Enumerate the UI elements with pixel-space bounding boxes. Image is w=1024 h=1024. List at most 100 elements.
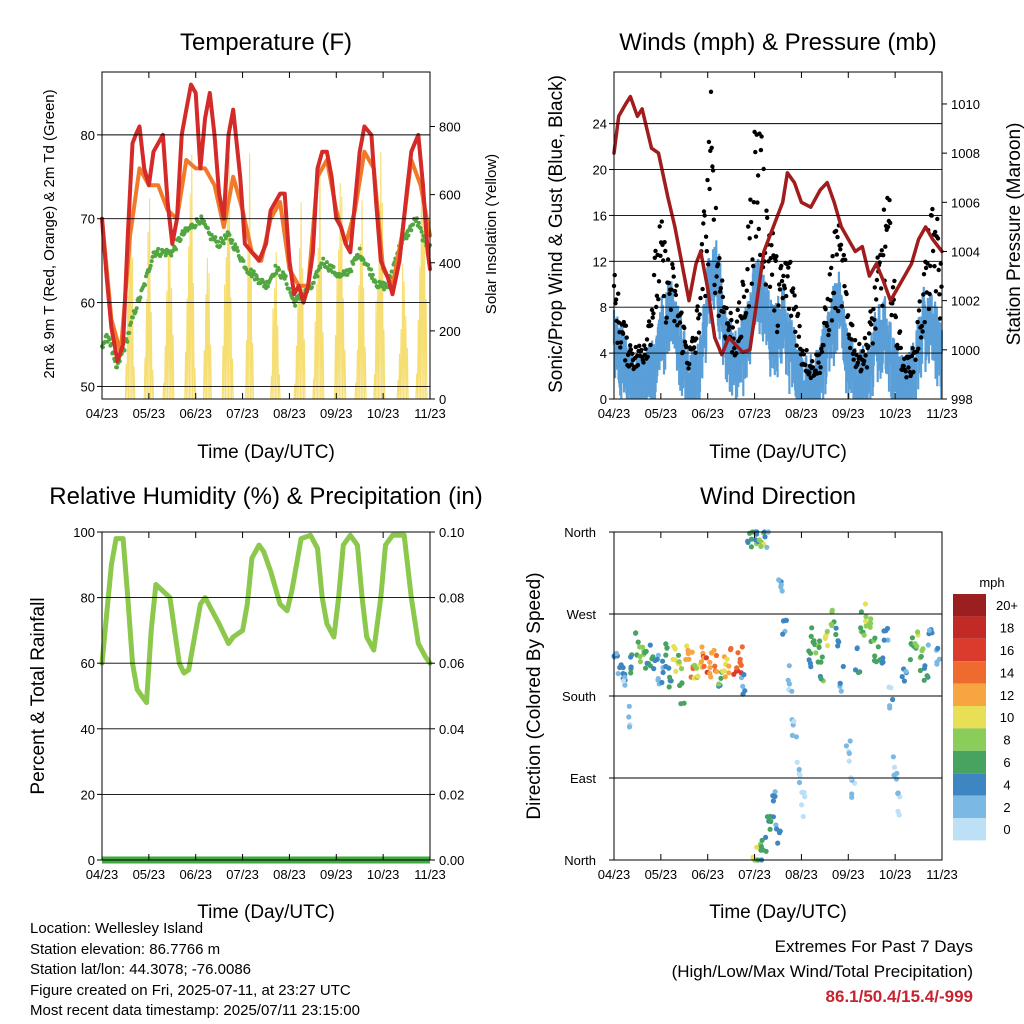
direction-point <box>651 666 657 672</box>
direction-point <box>846 758 852 764</box>
humidity-y-tick-label: 20 <box>81 787 95 802</box>
wind-gust-point <box>649 307 655 313</box>
direction-point <box>748 544 755 550</box>
wind-gust-point <box>717 256 722 261</box>
direction-point <box>740 691 746 697</box>
dewpoint-point <box>419 229 424 234</box>
humidity-x-tick-label: 04/23 <box>86 867 119 882</box>
colorbar-swatch <box>953 750 986 774</box>
wind-gust-point <box>930 206 935 212</box>
direction-point <box>799 802 805 808</box>
winds-y-tick-label: 16 <box>593 208 607 223</box>
dewpoint-point <box>199 214 204 219</box>
pressure-line <box>612 94 944 357</box>
colorbar-swatch <box>953 818 986 841</box>
wind-gust-point <box>850 323 855 328</box>
humidity-x-tick-label: 11/23 <box>414 867 446 882</box>
direction-point <box>817 638 823 644</box>
colorbar-swatch <box>953 638 986 662</box>
direction-point <box>759 837 765 843</box>
direction-point <box>885 637 891 643</box>
direction-point <box>825 643 831 649</box>
wind-gust-point <box>700 286 705 292</box>
wind-gust-point <box>761 166 766 172</box>
wind-gust-point <box>666 280 671 286</box>
wind-gust-point <box>786 306 792 312</box>
winds-x-tick-label: 10/23 <box>879 406 912 421</box>
dewpoint-point <box>294 298 298 303</box>
wind-gust-point <box>871 307 876 312</box>
direction-point <box>835 643 841 649</box>
direction-point <box>774 826 780 832</box>
colorbar-swatch <box>953 706 986 729</box>
colorbar-swatch <box>953 594 986 617</box>
direction-point <box>712 663 718 669</box>
direction-point <box>829 607 835 613</box>
wind-gust-point <box>715 262 721 267</box>
humidity-y-label: Percent & Total Rainfall <box>28 597 49 794</box>
winds-title: Winds (mph) & Pressure (mb) <box>619 29 936 56</box>
direction-point <box>890 754 897 760</box>
direction-point <box>767 826 773 832</box>
wind-gust-point <box>708 89 714 95</box>
direction-y-tick-label: North <box>564 525 596 540</box>
wind-gust-point <box>749 281 754 286</box>
dewpoint-point <box>273 263 278 268</box>
direction-point <box>764 814 771 820</box>
temperature-y2-tick-label: 0 <box>439 392 446 407</box>
direction-point <box>868 616 874 622</box>
wind-gust-point <box>781 273 786 279</box>
direction-x-tick-label: 10/23 <box>879 867 912 882</box>
wind-gust-point <box>892 278 897 284</box>
wind-gust-point <box>751 200 757 205</box>
wind-gust-point <box>645 354 650 359</box>
wind-gust-point <box>674 283 679 288</box>
dewpoint-point <box>182 231 187 236</box>
direction-point <box>893 776 900 782</box>
direction-point <box>861 632 867 638</box>
wind-gust-point <box>709 145 714 150</box>
dewpoint-point <box>351 261 356 266</box>
wind-gust-point <box>747 236 752 241</box>
wind-gust-point <box>932 264 937 269</box>
direction-point <box>917 667 924 674</box>
direction-point <box>867 624 873 630</box>
direction-point <box>881 637 887 643</box>
wind-gust-point <box>774 329 780 335</box>
direction-point <box>796 766 802 773</box>
wind-gust-point <box>759 134 764 139</box>
direction-point <box>724 656 730 662</box>
wind-gust-point <box>672 288 678 294</box>
dewpoint-point <box>251 269 256 274</box>
dewpoint-point <box>368 272 372 277</box>
wind-gust-point <box>776 303 781 308</box>
direction-y-tick-label: South <box>562 689 596 704</box>
wind-gust-point <box>816 360 821 365</box>
direction-point <box>813 650 819 656</box>
wind-gust-point <box>623 358 628 363</box>
direction-point <box>818 676 824 682</box>
dewpoint-point <box>125 339 130 344</box>
wind-gust-point <box>623 323 629 328</box>
dewpoint-point <box>209 232 214 237</box>
wind-gust-point <box>671 274 676 279</box>
wind-gust-point <box>753 234 759 239</box>
direction-point <box>683 656 689 663</box>
wind-gust-point <box>866 331 872 336</box>
wind-gust-point <box>739 334 744 339</box>
direction-point <box>924 673 930 679</box>
direction-x-tick-label: 04/23 <box>598 867 631 882</box>
station-info: Location: Wellesley Island Station eleva… <box>30 919 360 1022</box>
wind-gust-point <box>664 315 669 320</box>
wind-gust-point <box>665 257 671 262</box>
wind-gust-point <box>824 323 830 329</box>
wind-gust-point <box>878 286 884 291</box>
wind-gust-point <box>870 341 875 346</box>
direction-point <box>880 655 886 661</box>
winds-x-tick-label: 09/23 <box>832 406 865 421</box>
direction-point <box>707 659 713 665</box>
dewpoint-point <box>404 236 409 241</box>
temperature-y-tick-label: 80 <box>81 128 95 143</box>
direction-point <box>713 652 720 659</box>
